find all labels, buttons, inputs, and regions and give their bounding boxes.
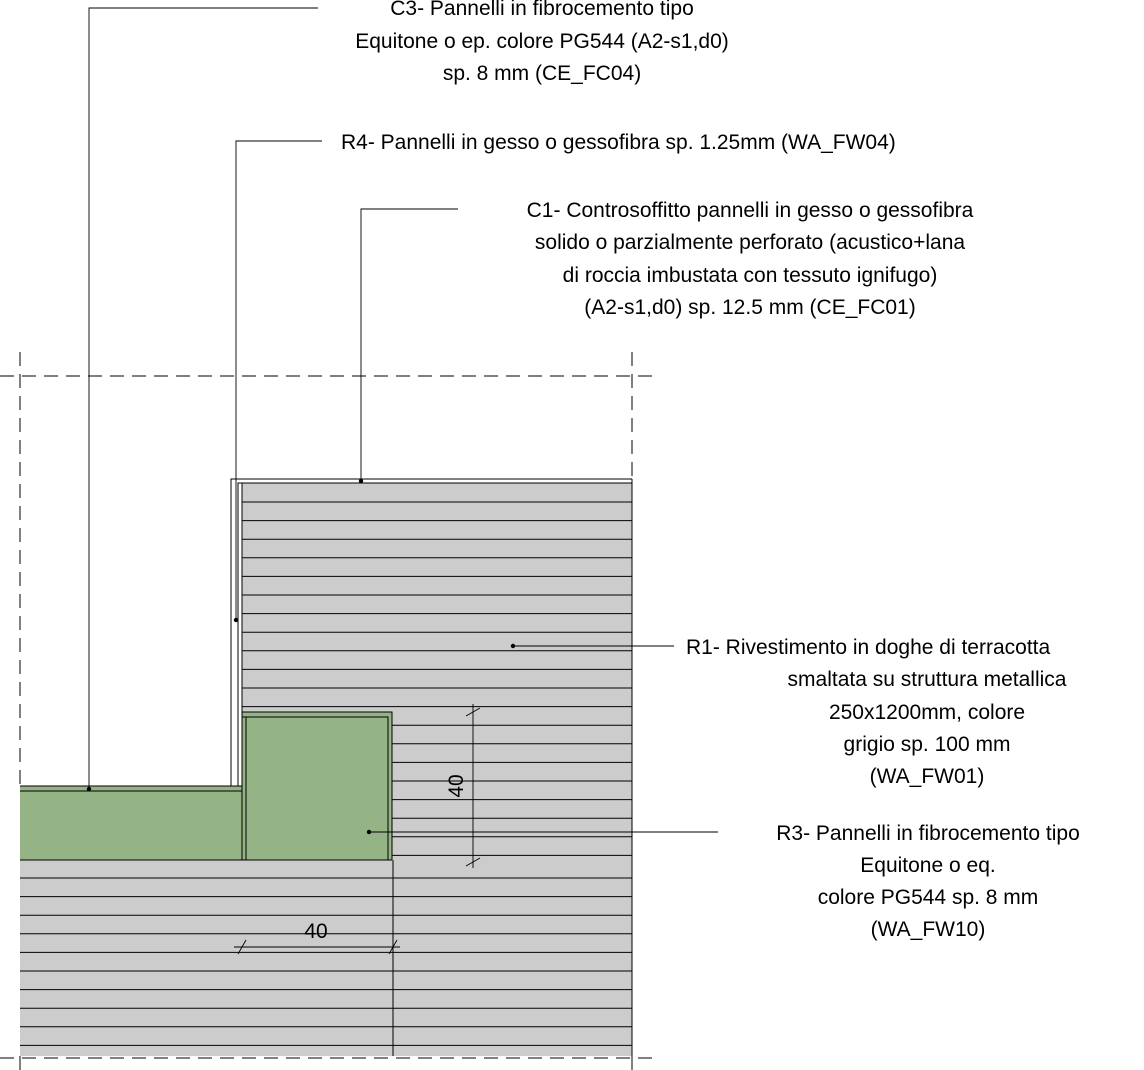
leader-lines [86, 7, 718, 835]
r1-cladding-lower [20, 860, 632, 1056]
label-c3-line-3: sp. 8 mm (CE_FC04) [443, 62, 641, 85]
r4-leader [235, 140, 322, 620]
r1-terracotta-cladding [20, 479, 633, 1056]
label-c3-line-1: C3- Pannelli in fibrocemento tipo [390, 0, 694, 20]
label-c1-line-1: C1- Controsoffitto pannelli in gesso o g… [527, 199, 974, 222]
fibre-cement-panels [20, 711, 393, 861]
label-r1-line-3: 250x1200mm, colore [829, 701, 1025, 724]
vertical-dimension-tick-top [465, 707, 481, 717]
label-c1-line-3: di roccia imbustata con tessuto ignifugo… [563, 264, 938, 287]
c1-leader-dot [358, 478, 364, 484]
c3-ceiling-panel [20, 786, 242, 860]
label-c1: C1- Controsoffitto pannelli in gesso o g… [527, 199, 974, 319]
vertical-dimension-value: 40 [445, 774, 468, 797]
label-r4-line-1: R4- Pannelli in gesso o gessofibra sp. 1… [341, 131, 896, 154]
label-r1-line-2: smaltata su struttura metallica [788, 668, 1067, 691]
cladding-slat-lines-upper [242, 479, 633, 1056]
dashed-boundaries [0, 352, 655, 1070]
label-r3: R3- Pannelli in fibrocemento tipo Equito… [776, 822, 1080, 941]
r4-leader-dot [233, 617, 239, 623]
horizontal-dimension-tick-left [237, 939, 247, 955]
c1-ceiling-outline [230, 478, 632, 786]
label-c1-line-2: solido o parzialmente perforato (acustic… [535, 231, 965, 254]
c3-leader [88, 7, 318, 789]
c1-ceiling-inner [237, 482, 632, 786]
c3-leader-dot [86, 786, 92, 792]
vertical-dimension-tick-bottom [465, 857, 481, 867]
r3-wall-panel [242, 712, 392, 860]
label-r4: R4- Pannelli in gesso o gessofibra sp. 1… [341, 131, 896, 154]
label-c1-line-4: (A2-s1,d0) sp. 12.5 mm (CE_FC01) [584, 296, 915, 319]
gypsum-boards [230, 478, 632, 786]
label-c3-line-2: Equitone o ep. colore PG544 (A2-s1,d0) [355, 30, 729, 53]
label-r1-line-1: R1- Rivestimento in doghe di terracotta [686, 636, 1050, 659]
label-r3-line-1: R3- Pannelli in fibrocemento tipo [776, 822, 1080, 845]
label-r1-line-5: (WA_FW01) [870, 765, 985, 788]
horizontal-dimension-tick-right [388, 939, 398, 955]
label-r1-line-4: grigio sp. 100 mm [844, 733, 1011, 756]
c1-leader [360, 208, 458, 481]
r3-leader-dot [366, 829, 372, 835]
label-r3-line-3: colore PG544 sp. 8 mm [818, 886, 1039, 909]
r1-leader-dot [510, 643, 516, 649]
c3-panel-edges [20, 785, 242, 861]
r3-panel-edges [241, 711, 393, 861]
horizontal-dimension-value: 40 [304, 920, 327, 943]
cladding-slat-lines-lower [20, 877, 632, 1046]
label-r3-line-2: Equitone o eq. [860, 854, 995, 877]
dimension-lines: 40 40 [234, 704, 481, 955]
label-c3: C3- Pannelli in fibrocemento tipo Equito… [355, 0, 729, 85]
label-r3-line-4: (WA_FW10) [871, 918, 986, 941]
label-r1: R1- Rivestimento in doghe di terracotta … [686, 636, 1067, 788]
